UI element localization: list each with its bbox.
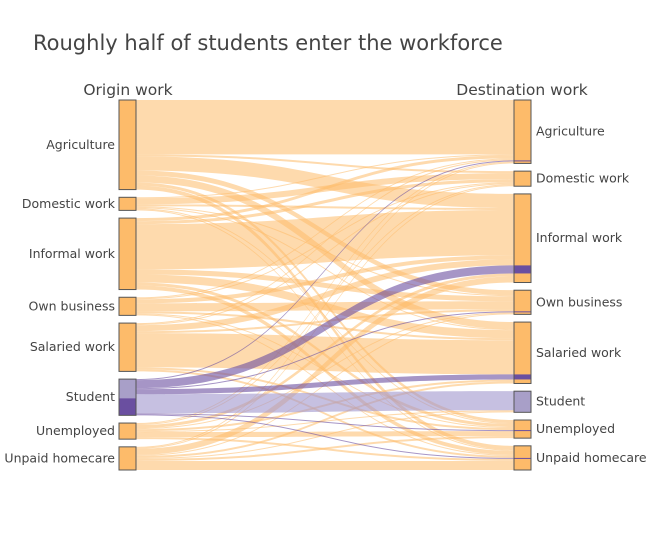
- destination-node-unemployed[interactable]: [513, 419, 532, 439]
- link-domestic-work-to-agriculture: [136, 154, 514, 199]
- origin-column-title: Origin work: [83, 81, 172, 99]
- destination-node-student-inflow-own-business: [514, 311, 531, 313]
- link-unpaid-homecare-to-salaried-work: [136, 381, 514, 458]
- origin-node-own-business[interactable]: [118, 296, 137, 316]
- link-unpaid-homecare-to-student: [136, 411, 514, 459]
- origin-label-unemployed: Unemployed: [36, 423, 115, 438]
- link-informal-work-to-domestic-work: [136, 179, 514, 225]
- link-domestic-work-to-unemployed: [136, 208, 514, 425]
- destination-label-unpaid-homecare: Unpaid homecare: [536, 450, 647, 465]
- destination-label-student: Student: [536, 394, 585, 409]
- link-agriculture-to-domestic-work: [136, 154, 514, 174]
- origin-label-domestic-work: Domestic work: [22, 196, 116, 211]
- origin-node-agriculture[interactable]: [118, 99, 137, 191]
- link-domestic-work-to-salaried-work: [136, 207, 514, 331]
- link-unemployed-to-own-business: [136, 312, 514, 430]
- destination-node-student-inflow-agriculture: [514, 160, 531, 162]
- link-student-to-agriculture: [136, 160, 514, 381]
- link-own-business-to-agriculture: [136, 158, 514, 299]
- origin-label-student: Student: [66, 389, 115, 404]
- destination-node-student-inflow-unemployed: [514, 430, 531, 432]
- destination-node-student-inflow-salaried-work: [514, 374, 531, 380]
- link-informal-work-to-informal-work: [136, 210, 514, 270]
- origin-node-salaried-work[interactable]: [118, 322, 137, 372]
- link-student-to-unpaid-homecare: [136, 414, 514, 459]
- origin-node-unemployed[interactable]: [118, 422, 137, 440]
- link-own-business-to-informal-work: [136, 255, 514, 304]
- link-student-to-salaried-work: [136, 374, 514, 395]
- link-unpaid-homecare-to-unpaid-homecare: [136, 460, 514, 470]
- link-domestic-work-to-informal-work: [136, 204, 514, 211]
- link-salaried-work-to-domestic-work: [136, 183, 514, 326]
- link-unpaid-homecare-to-informal-work: [136, 276, 514, 455]
- destination-node-student-inflow-informal-work: [514, 265, 531, 274]
- destination-label-informal-work: Informal work: [536, 230, 623, 245]
- origin-label-informal-work: Informal work: [29, 246, 116, 261]
- link-salaried-work-to-informal-work: [136, 259, 514, 332]
- origin-label-own-business: Own business: [29, 298, 115, 313]
- link-student-to-unemployed: [136, 413, 514, 432]
- link-student-to-student: [136, 391, 514, 414]
- origin-node-student-leave[interactable]: [119, 398, 136, 416]
- origin-label-agriculture: Agriculture: [46, 137, 115, 152]
- destination-label-agriculture: Agriculture: [536, 124, 605, 139]
- link-salaried-work-to-unpaid-homecare: [136, 369, 514, 458]
- destination-node-salaried-work[interactable]: [513, 321, 532, 384]
- link-unemployed-to-agriculture: [136, 161, 514, 425]
- link-agriculture-to-unpaid-homecare: [136, 185, 514, 450]
- link-own-business-to-own-business: [136, 301, 514, 312]
- destination-column-title: Destination work: [456, 81, 587, 99]
- destination-label-domestic-work: Domestic work: [536, 171, 630, 186]
- nodes-layer: Agriculture Agriculture Domestic work Domes…: [4, 99, 647, 471]
- link-informal-work-to-own-business: [136, 269, 514, 302]
- link-unpaid-homecare-to-agriculture: [136, 162, 514, 448]
- link-unpaid-homecare-to-domestic-work: [136, 185, 514, 449]
- link-salaried-work-to-own-business: [136, 309, 514, 334]
- links-layer: [136, 100, 514, 470]
- link-salaried-work-to-agriculture: [136, 159, 514, 325]
- link-unemployed-to-student: [136, 410, 514, 433]
- destination-label-salaried-work: Salaried work: [536, 345, 622, 360]
- origin-node-student-border: [118, 378, 137, 416]
- destination-node-agriculture[interactable]: [513, 99, 532, 164]
- destination-node-informal-work[interactable]: [513, 193, 532, 284]
- origin-node-informal-work[interactable]: [118, 217, 137, 291]
- link-agriculture-to-agriculture: [136, 100, 514, 155]
- destination-node-student-inflow-unpaid-homecare: [514, 457, 531, 459]
- origin-label-salaried-work: Salaried work: [30, 339, 116, 354]
- link-own-business-to-domestic-work: [136, 182, 514, 300]
- origin-node-unpaid-homecare[interactable]: [118, 446, 137, 471]
- destination-label-own-business: Own business: [536, 294, 622, 309]
- link-student-to-informal-work: [136, 265, 514, 389]
- link-student-to-own-business: [136, 311, 514, 390]
- destination-node-domestic-work[interactable]: [513, 170, 532, 187]
- origin-label-unpaid-homecare: Unpaid homecare: [4, 450, 115, 465]
- origin-node-student-stay[interactable]: [119, 379, 136, 399]
- destination-node-own-business[interactable]: [513, 289, 532, 315]
- link-unpaid-homecare-to-unemployed: [136, 436, 514, 461]
- destination-label-unemployed: Unemployed: [536, 421, 615, 436]
- destination-node-student[interactable]: [513, 390, 532, 413]
- chart-title: Roughly half of students enter the workf…: [33, 31, 503, 55]
- link-salaried-work-to-salaried-work: [136, 333, 514, 375]
- link-informal-work-to-agriculture: [136, 155, 514, 222]
- origin-node-domestic-work[interactable]: [118, 196, 137, 211]
